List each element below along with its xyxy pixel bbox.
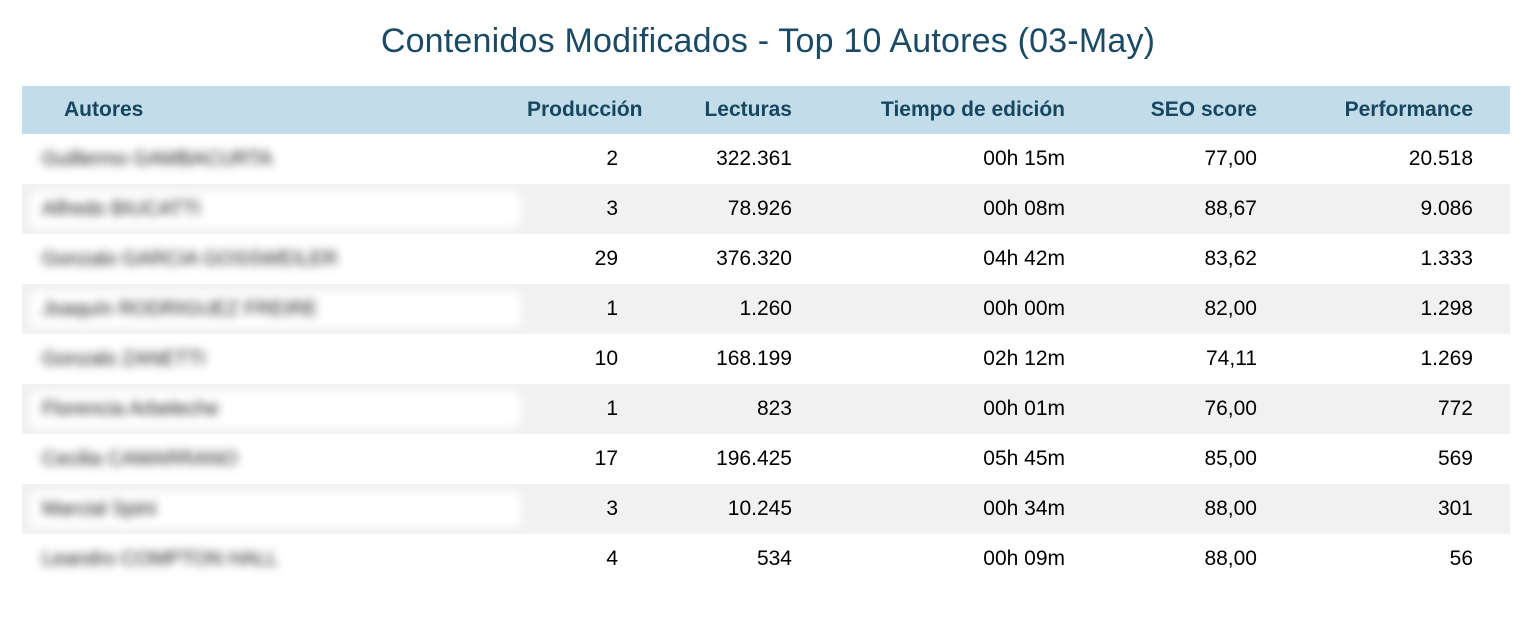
author-name-blurred: Florencia Arbeleche xyxy=(30,390,521,428)
table-body: Guillermo GAMBACURTA 2 322.361 00h 15m 77,00… xyxy=(22,134,1510,584)
produccion-cell: 1 xyxy=(606,397,618,420)
performance-cell: 301 xyxy=(1437,497,1473,520)
table-row: Leandro COMPTON HALL 4 534 00h 09m 88,00 56 xyxy=(22,534,1510,584)
tiempo-de-edicion-cell: 00h 15m xyxy=(983,147,1065,170)
performance-cell: 1.269 xyxy=(1420,347,1473,370)
tiempo-de-edicion-cell: 04h 42m xyxy=(983,247,1065,270)
author-cell: Gonzalo GARCIA GOSSWEILER xyxy=(22,234,527,284)
tiempo-de-edicion-cell: 00h 34m xyxy=(983,497,1065,520)
seo-score-cell: 88,67 xyxy=(1204,197,1257,220)
performance-cell: 569 xyxy=(1437,447,1473,470)
table-row: Joaquín RODRIGUEZ FREIRE 1 1.260 00h 00m 82,… xyxy=(22,284,1510,334)
table-header-row: Autores Producción Lecturas Tiempo de ed… xyxy=(22,86,1510,134)
author-name-blurred: Leandro COMPTON HALL xyxy=(30,540,521,578)
author-cell: Joaquín RODRIGUEZ FREIRE xyxy=(22,284,527,334)
produccion-cell: 3 xyxy=(606,197,618,220)
lecturas-cell: 78.926 xyxy=(727,197,792,220)
author-cell: Guillermo GAMBACURTA xyxy=(22,134,527,184)
author-name-blurred: Guillermo GAMBACURTA xyxy=(30,140,521,178)
author-cell: Marcial Spini xyxy=(22,484,527,534)
produccion-cell: 10 xyxy=(594,347,618,370)
author-name-blurred: Joaquín RODRIGUEZ FREIRE xyxy=(30,290,521,328)
lecturas-cell: 1.260 xyxy=(739,297,792,320)
seo-score-cell: 88,00 xyxy=(1204,547,1257,570)
seo-score-cell: 82,00 xyxy=(1204,297,1257,320)
lecturas-cell: 376.320 xyxy=(716,247,792,270)
performance-cell: 1.298 xyxy=(1420,297,1473,320)
table-row: Alfredo BIUCATTI 3 78.926 00h 08m 88,67 9.086 xyxy=(22,184,1510,234)
lecturas-cell: 10.245 xyxy=(727,497,792,520)
produccion-cell: 29 xyxy=(594,247,618,270)
tiempo-de-edicion-cell: 05h 45m xyxy=(983,447,1065,470)
table-row: Guillermo GAMBACURTA 2 322.361 00h 15m 77,00… xyxy=(22,134,1510,184)
author-cell: Leandro COMPTON HALL xyxy=(22,534,527,584)
author-name-blurred: Marcial Spini xyxy=(30,490,521,528)
performance-cell: 20.518 xyxy=(1408,147,1473,170)
seo-score-cell: 88,00 xyxy=(1204,497,1257,520)
author-name-blurred: Alfredo BIUCATTI xyxy=(30,190,521,228)
tiempo-de-edicion-cell: 02h 12m xyxy=(983,347,1065,370)
author-cell: Cecilia CAMARRANO xyxy=(22,434,527,484)
produccion-cell: 4 xyxy=(606,547,618,570)
table-header: Autores Producción Lecturas Tiempo de ed… xyxy=(22,86,1510,134)
tiempo-de-edicion-cell: 00h 09m xyxy=(983,547,1065,570)
authors-table: Autores Producción Lecturas Tiempo de ed… xyxy=(22,86,1510,584)
produccion-cell: 2 xyxy=(606,147,618,170)
lecturas-cell: 168.199 xyxy=(716,347,792,370)
column-header-tiempo-de-edicion: Tiempo de edición xyxy=(829,86,1102,134)
seo-score-cell: 85,00 xyxy=(1204,447,1257,470)
performance-cell: 1.333 xyxy=(1420,247,1473,270)
produccion-cell: 17 xyxy=(594,447,618,470)
table-row: Gonzalo ZANETTI 10 168.199 02h 12m 74,11 1.26… xyxy=(22,334,1510,384)
author-name-blurred: Gonzalo GARCIA GOSSWEILER xyxy=(30,240,521,278)
column-header-performance: Performance xyxy=(1294,86,1510,134)
table-row: Cecilia CAMARRANO 17 196.425 05h 45m 85,00 56… xyxy=(22,434,1510,484)
author-cell: Florencia Arbeleche xyxy=(22,384,527,434)
table-row: Florencia Arbeleche 1 823 00h 01m 76,00 772 xyxy=(22,384,1510,434)
author-cell: Alfredo BIUCATTI xyxy=(22,184,527,234)
produccion-cell: 3 xyxy=(606,497,618,520)
table-row: Marcial Spini 3 10.245 00h 34m 88,00 301 xyxy=(22,484,1510,534)
seo-score-cell: 76,00 xyxy=(1204,397,1257,420)
seo-score-cell: 83,62 xyxy=(1204,247,1257,270)
page-title: Contenidos Modificados - Top 10 Autores … xyxy=(380,22,1156,60)
tiempo-de-edicion-cell: 00h 01m xyxy=(983,397,1065,420)
seo-score-cell: 74,11 xyxy=(1206,347,1257,370)
lecturas-cell: 534 xyxy=(756,547,792,570)
column-header-produccion: Producción xyxy=(527,86,655,134)
lecturas-cell: 823 xyxy=(756,397,792,420)
tiempo-de-edicion-cell: 00h 00m xyxy=(983,297,1065,320)
author-name-blurred: Gonzalo ZANETTI xyxy=(30,340,521,378)
column-header-autores: Autores xyxy=(22,86,527,134)
performance-cell: 772 xyxy=(1437,397,1473,420)
column-header-lecturas: Lecturas xyxy=(655,86,829,134)
performance-cell: 9.086 xyxy=(1420,197,1473,220)
table-row: Gonzalo GARCIA GOSSWEILER 29 376.320 04h 42… xyxy=(22,234,1510,284)
lecturas-cell: 322.361 xyxy=(716,147,792,170)
produccion-cell: 1 xyxy=(606,297,618,320)
lecturas-cell: 196.425 xyxy=(716,447,792,470)
column-header-seo-score: SEO score xyxy=(1102,86,1294,134)
author-name-blurred: Cecilia CAMARRANO xyxy=(30,440,521,478)
seo-score-cell: 77,00 xyxy=(1204,147,1257,170)
tiempo-de-edicion-cell: 00h 08m xyxy=(983,197,1065,220)
author-cell: Gonzalo ZANETTI xyxy=(22,334,527,384)
performance-cell: 56 xyxy=(1449,547,1473,570)
